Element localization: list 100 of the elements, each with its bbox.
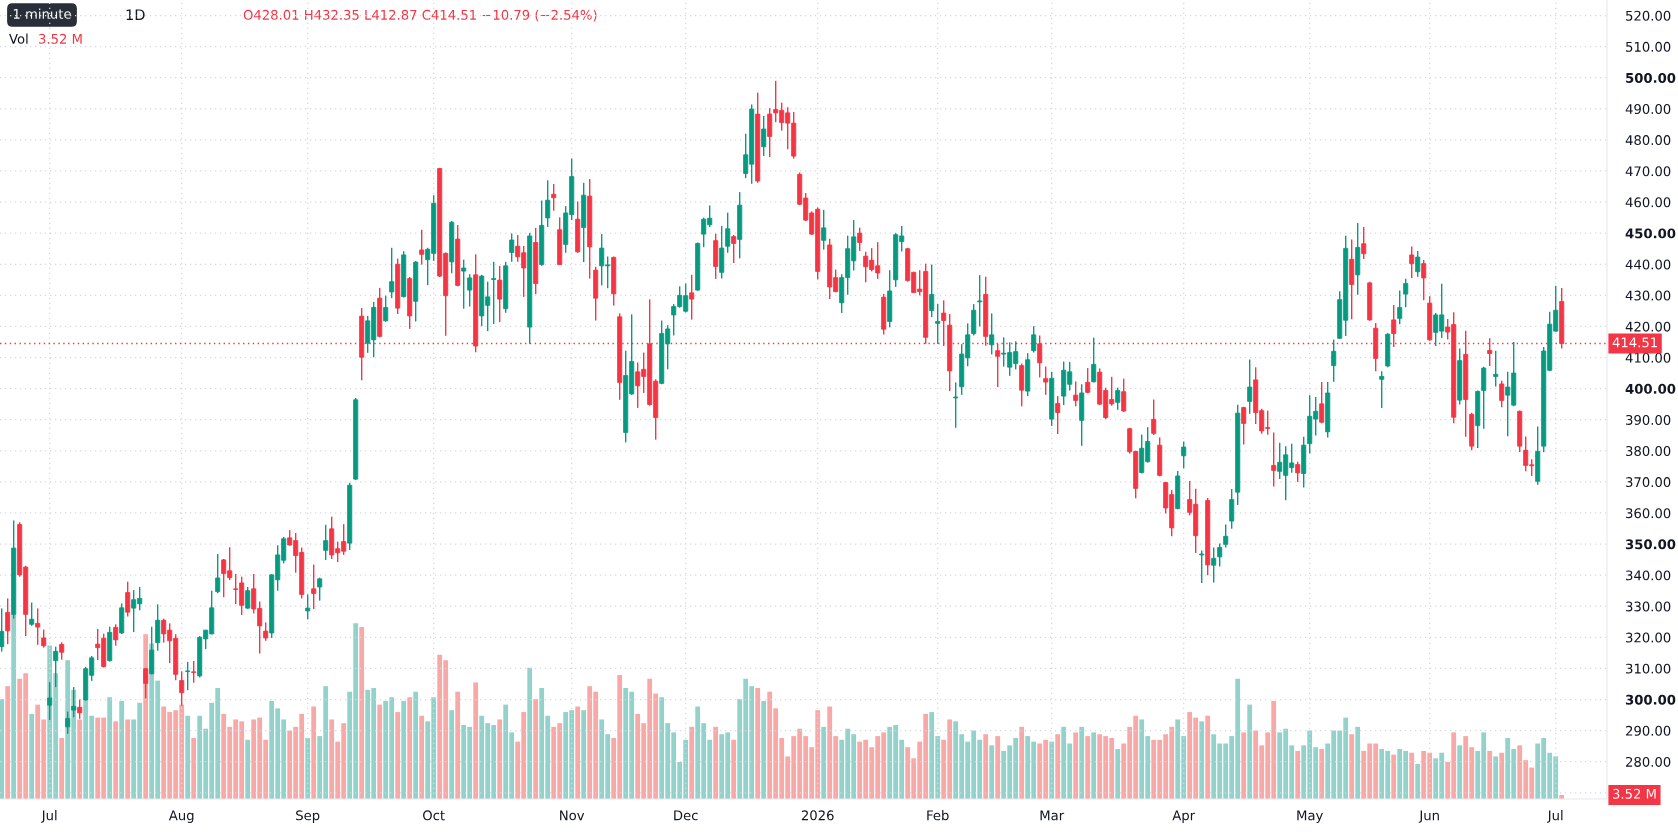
annotation: Vol xyxy=(9,33,28,44)
bar xyxy=(311,706,317,799)
candlestick xyxy=(953,381,959,429)
bar xyxy=(359,626,365,799)
candlestick xyxy=(977,274,983,328)
candlestick xyxy=(125,580,131,618)
bar xyxy=(455,691,461,799)
candlestick xyxy=(461,258,467,310)
x-tick-label: Sep xyxy=(296,810,320,823)
y-tick-label: 490.00 xyxy=(1625,104,1671,115)
candlestick xyxy=(1217,542,1223,568)
bar xyxy=(1457,745,1463,799)
candlestick xyxy=(245,586,251,610)
annotation: 1 minute xyxy=(13,8,71,19)
x-tick-label: 2026 xyxy=(801,810,834,821)
y-tick-label: 420.00 xyxy=(1625,321,1671,332)
candlestick xyxy=(1379,370,1385,409)
candlestick xyxy=(1229,488,1235,530)
x-tick-label: Nov xyxy=(560,810,585,821)
bar xyxy=(1391,754,1397,799)
candlestick xyxy=(143,667,149,699)
bar xyxy=(713,726,719,799)
candlestick xyxy=(0,607,5,653)
bar xyxy=(119,700,125,799)
bar xyxy=(983,734,989,799)
bar xyxy=(1493,756,1499,799)
x-tick-label: Jul xyxy=(41,810,57,823)
y-tick-label: 290.00 xyxy=(1626,725,1671,736)
bar xyxy=(407,697,413,799)
y-tick-label: 520.00 xyxy=(1626,10,1671,21)
bar xyxy=(1019,726,1025,799)
candlestick xyxy=(191,660,197,684)
candlestick xyxy=(1223,523,1229,549)
bar xyxy=(1085,736,1091,799)
x-tick-label: Dec xyxy=(674,810,698,821)
y-tick-label: 450.00 xyxy=(1625,228,1676,239)
bar xyxy=(581,710,587,799)
candlestick xyxy=(149,626,155,676)
y-tick-label: 370.00 xyxy=(1626,477,1671,488)
candlestick xyxy=(761,115,767,157)
candlestick xyxy=(1085,367,1091,394)
candlestick xyxy=(77,698,83,720)
bar xyxy=(1091,732,1097,799)
candlestick xyxy=(545,179,551,228)
bar xyxy=(731,739,737,799)
x-tick-label: Apr xyxy=(1172,810,1196,823)
y-tick-label: 460.00 xyxy=(1625,197,1671,208)
candlestick xyxy=(1091,336,1097,384)
bar xyxy=(1499,752,1505,799)
bar xyxy=(125,719,131,799)
candlestick xyxy=(323,524,329,561)
candlestick xyxy=(1397,289,1403,325)
y-tick-label: 380.00 xyxy=(1626,446,1671,456)
candlestick xyxy=(725,211,731,254)
candlestick xyxy=(1415,250,1421,278)
y-tick-label: 310.00 xyxy=(1626,663,1671,674)
candlestick xyxy=(1247,358,1253,415)
text: 3.52 M xyxy=(1613,788,1656,799)
bar xyxy=(1487,750,1493,799)
candlestick xyxy=(41,628,47,649)
bar xyxy=(1115,749,1121,799)
bar xyxy=(1415,763,1421,799)
text: 1D xyxy=(126,9,145,21)
bar xyxy=(761,700,767,799)
bar xyxy=(821,726,827,799)
candlestick xyxy=(29,601,35,627)
candlestick xyxy=(1115,386,1121,411)
y-tick-label: 300.00 xyxy=(1625,694,1676,705)
candlestick xyxy=(497,265,503,323)
bar xyxy=(107,697,113,799)
candlestick xyxy=(47,681,53,721)
candlestick xyxy=(929,263,935,318)
candlestick xyxy=(419,229,425,266)
candlestick xyxy=(65,710,71,735)
ref-line-label: 414.51 xyxy=(1612,337,1657,348)
bar xyxy=(77,719,83,799)
y-tick-label: 330.00 xyxy=(1626,601,1671,612)
y-tick-label: 400.00 xyxy=(1625,383,1676,394)
candlestick xyxy=(467,273,473,308)
bar xyxy=(533,699,539,799)
y-tick-label: 320.00 xyxy=(1626,632,1671,643)
y-tick-label: 340.00 xyxy=(1626,570,1671,581)
bar xyxy=(1349,734,1355,799)
y-tick-label: 500.00 xyxy=(1626,72,1676,83)
bar xyxy=(1079,726,1085,799)
bar xyxy=(497,719,503,799)
candlestick xyxy=(857,226,863,252)
annotation: 3.52 M xyxy=(39,33,82,44)
candlestick xyxy=(1073,380,1079,408)
text: O428.01 H432.35 L412.87 C414.51 −10.79 (−2.54%) xyxy=(243,9,597,22)
candlestick xyxy=(1295,460,1301,483)
bar xyxy=(473,682,479,799)
candlestick xyxy=(989,312,995,356)
bar xyxy=(191,737,197,799)
y-tick-label: 440.00 xyxy=(1625,259,1671,270)
x-tick-label: May xyxy=(1297,810,1323,823)
bar xyxy=(755,688,761,799)
bar xyxy=(1199,721,1205,799)
y-tick-label: 280.00 xyxy=(1626,756,1671,767)
bar xyxy=(995,736,1001,799)
